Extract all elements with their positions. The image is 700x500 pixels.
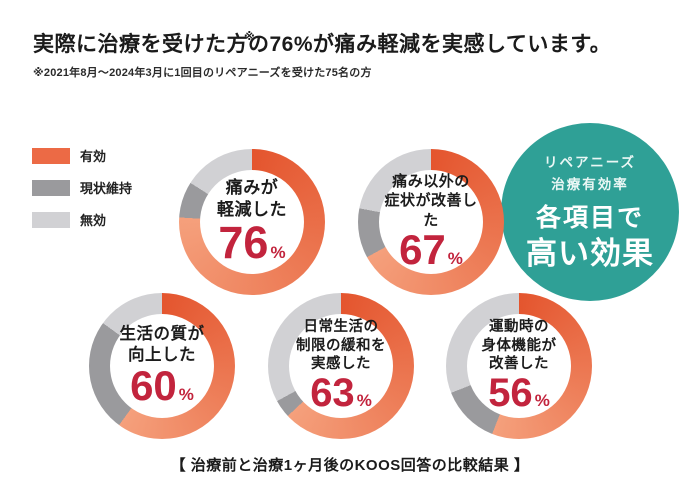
donut-chart-daily-life-limitation: 日常生活の 制限の緩和を 実感した 63 %	[268, 293, 414, 439]
donut-label: 痛みが 軽減した	[217, 178, 287, 220]
donut-hole: 生活の質が 向上した 60 %	[110, 314, 214, 418]
donut-hole: 運動時の 身体機能が 改善した 56 %	[467, 314, 571, 418]
percent-sign: %	[178, 385, 194, 405]
donut-percent-number: 76	[218, 217, 269, 269]
donut-chart-other-symptoms: 痛み以外の 症状が改善した 67 %	[358, 149, 504, 295]
comparison-result-caption: 【 治療前と治療1ヶ月後のKOOS回答の比較結果 】	[170, 457, 530, 474]
badge-rate-line: 治療有効率	[551, 176, 629, 192]
donut-label: 生活の質が 向上した	[119, 324, 205, 364]
treatment-effectiveness-badge: リペアニーズ 治療有効率 各項目で 高い効果	[501, 123, 679, 301]
percent-sign: %	[447, 249, 463, 269]
donut-percent-number: 67	[399, 226, 446, 274]
legend-label: 有効	[80, 149, 107, 164]
percent-sign: %	[356, 391, 372, 411]
percent-sign: %	[534, 391, 550, 411]
donut-chart-quality-of-life: 生活の質が 向上した 60 %	[89, 293, 235, 439]
donut-hole: 日常生活の 制限の緩和を 実感した 63 %	[289, 314, 393, 418]
donut-value: 60 %	[130, 364, 194, 408]
donut-value: 67 %	[399, 228, 463, 272]
badge-headline-2: 高い効果	[526, 235, 654, 271]
legend-swatch-ineffective	[32, 211, 70, 228]
donut-value: 76 %	[218, 217, 286, 269]
legend-item-effective: 有効	[32, 146, 132, 165]
donut-value: 63 %	[310, 372, 372, 414]
donut-chart-pain-reduction: 痛みが 軽減した 76 %	[179, 149, 325, 295]
chart-legend: 有効 現状維持 無効	[32, 146, 132, 242]
donut-label: 痛み以外の 症状が改善した	[384, 172, 478, 229]
donut-hole: 痛み以外の 症状が改善した 67 %	[379, 170, 483, 274]
donut-label: 運動時の 身体機能が 改善した	[481, 318, 557, 373]
donut-percent-number: 63	[310, 371, 355, 416]
badge-headline-1: 各項目で	[535, 204, 644, 233]
donut-value: 56 %	[488, 372, 550, 414]
legend-swatch-effective	[32, 147, 70, 164]
percent-sign: %	[270, 243, 286, 263]
legend-item-maintain: 現状維持	[32, 178, 132, 197]
donut-label: 日常生活の 制限の緩和を 実感した	[296, 318, 386, 373]
badge-brand-line: リペアニーズ	[543, 155, 637, 171]
donut-chart-physical-function: 運動時の 身体機能が 改善した 56 %	[446, 293, 592, 439]
donut-percent-number: 56	[488, 371, 533, 416]
page-title-prefix: 実際に治療を受けた方	[33, 33, 248, 56]
donut-percent-number: 60	[130, 362, 177, 410]
donut-hole: 痛みが 軽減した 76 %	[200, 170, 304, 274]
legend-item-ineffective: 無効	[32, 210, 132, 229]
legend-label: 現状維持	[80, 181, 133, 196]
legend-label: 無効	[80, 213, 107, 228]
title-footnote: ※2021年8月〜2024年3月に1回目のリペアニーズを受けた75名の方	[33, 67, 372, 79]
page-title: 実際に治療を受けた方※の76%が痛み軽減を実感しています。	[33, 31, 612, 56]
page-title-suffix: の76%が痛み軽減を実感しています。	[248, 33, 612, 56]
legend-swatch-maintain	[32, 179, 70, 196]
